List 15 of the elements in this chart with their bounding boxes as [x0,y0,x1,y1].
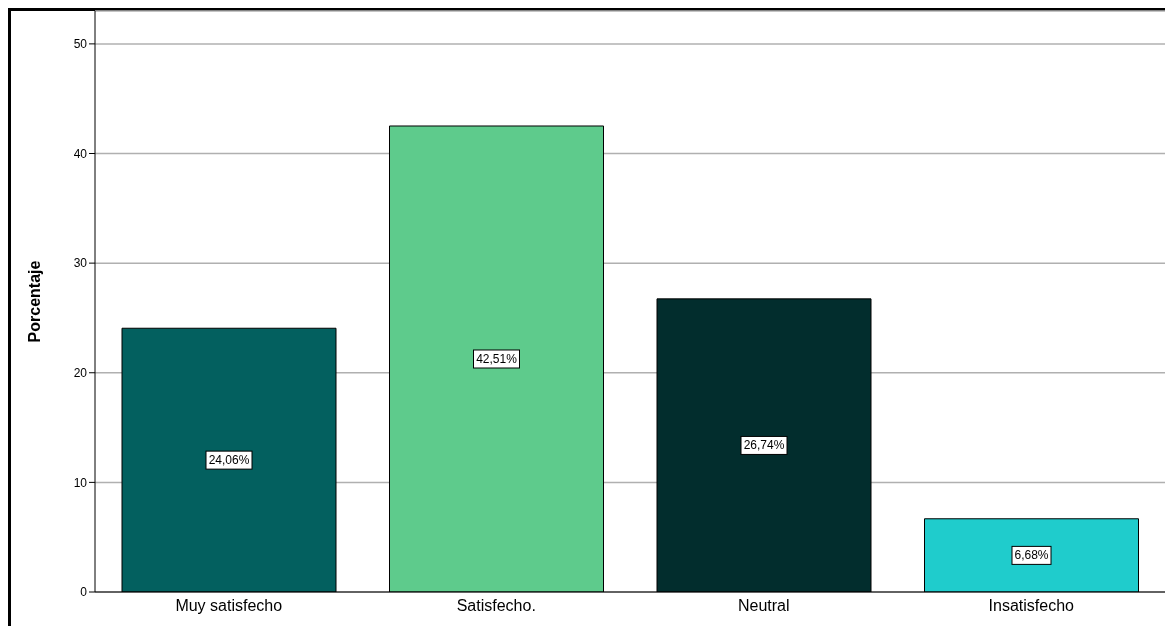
x-tick-label: Satisfecho. [456,597,536,615]
data-label: 42,51% [476,352,518,366]
x-tick-label: Muy satisfecho [175,597,283,615]
y-tick-label: 40 [73,146,88,161]
data-label: 24,06% [208,453,250,468]
y-tick-label: 30 [73,256,88,271]
x-tick-label: Neutral [737,597,790,615]
y-tick-label: 10 [73,475,88,490]
y-tick-label: 0 [80,585,88,600]
y-axis-title: Porcentaje [25,260,43,343]
data-label: 6,68% [1014,548,1049,563]
y-tick-label: 50 [73,37,88,52]
y-tick-label: 20 [73,366,88,381]
x-tick-label: Insatisfecho [988,597,1075,615]
data-label: 26,74% [743,438,785,453]
